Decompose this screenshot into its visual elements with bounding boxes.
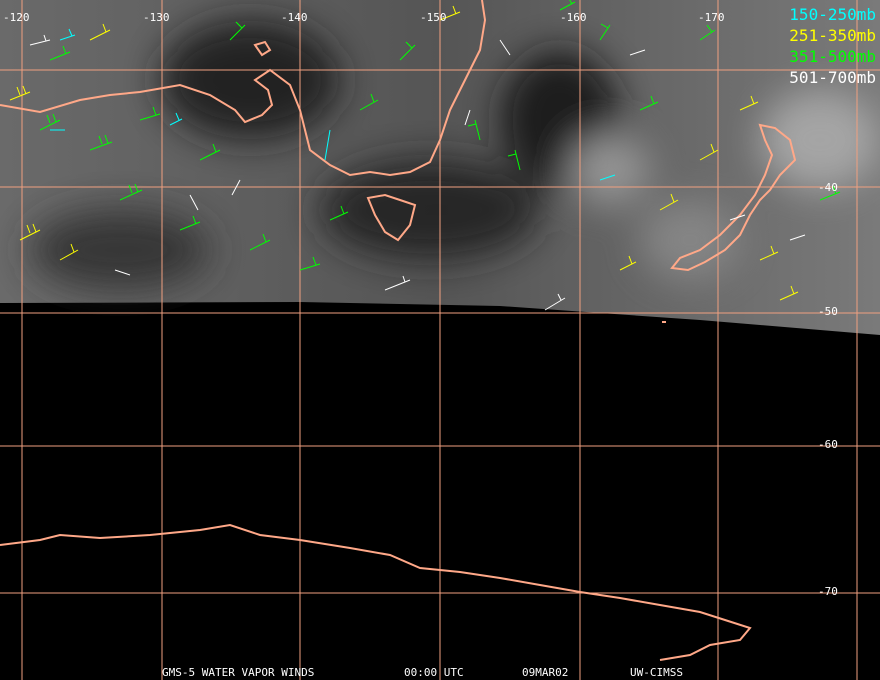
lat-labels: -40 -50 -60 -70 [818,181,838,598]
footer: GMS-5 WATER VAPOR WINDS 00:00 UTC 09MAR0… [162,666,683,679]
lon-label: -140 [281,11,308,24]
lon-label: -170 [698,11,725,24]
lon-labels: -120 -130 -140 -150 -160 -170 [3,11,725,24]
footer-text: UW-CIMSS [630,666,683,679]
lon-label: -120 [3,11,30,24]
footer-text: 00:00 UTC [404,666,464,679]
legend-entry: 501-700mb [789,68,876,87]
legend-entry: 251-350mb [789,26,876,45]
lat-label: -70 [818,585,838,598]
coastlines [0,0,797,661]
legend: 150-250mb 251-350mb 351-500mb 501-700mb [789,5,876,87]
lon-label: -130 [143,11,170,24]
legend-entry: 150-250mb [789,5,876,24]
lon-label: -160 [560,11,587,24]
lon-label: -150 [420,11,447,24]
lat-label: -40 [818,181,838,194]
footer-text: GMS-5 WATER VAPOR WINDS [162,666,314,679]
lat-label: -60 [818,438,838,451]
footer-text: 09MAR02 [522,666,568,679]
wind-barbs [9,0,841,311]
lat-label: -50 [818,305,838,318]
legend-entry: 351-500mb [789,47,876,66]
